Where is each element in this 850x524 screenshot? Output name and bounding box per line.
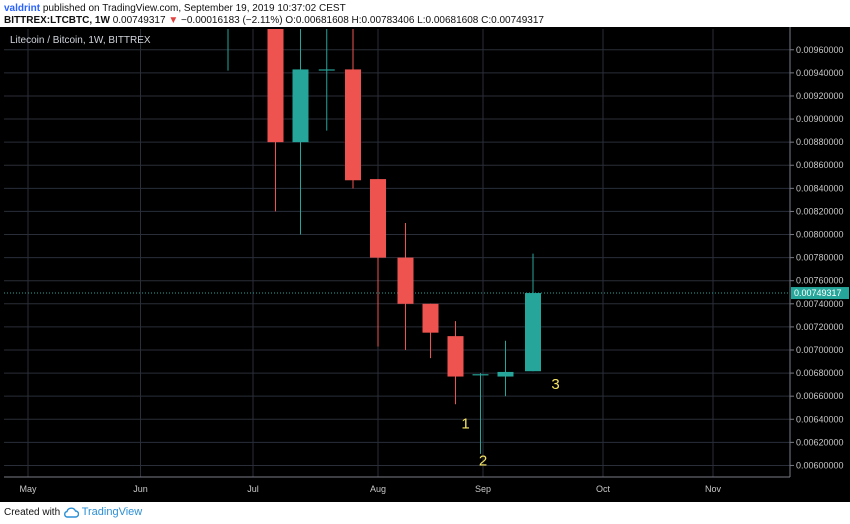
low-value: 0.00681608 bbox=[425, 15, 479, 26]
last-price-tag bbox=[791, 287, 849, 300]
x-tick-label: Oct bbox=[596, 484, 611, 494]
open-value: 0.00681608 bbox=[295, 15, 349, 26]
candle-body[interactable] bbox=[447, 336, 464, 377]
y-tick-label: 0.00800000 bbox=[796, 230, 844, 240]
quote-line: BITTREX:LTCBTC, 1W 0.00749317 ▼ −0.00016… bbox=[4, 15, 544, 27]
y-tick-label: 0.00760000 bbox=[796, 276, 844, 286]
candle-body[interactable] bbox=[318, 69, 335, 71]
high-label: H: bbox=[351, 15, 362, 26]
y-tick-label: 0.00740000 bbox=[796, 299, 844, 309]
y-tick-label: 0.00700000 bbox=[796, 345, 844, 355]
publish-line: valdrint published on TradingView.com, S… bbox=[4, 3, 346, 15]
candle-body[interactable] bbox=[422, 303, 439, 333]
tradingview-cloud-icon bbox=[63, 507, 79, 518]
candle-body[interactable] bbox=[472, 374, 489, 376]
annotation-label: 3 bbox=[551, 376, 559, 393]
candlestick-chart[interactable]: 0.00600000 0.00620000 0.00640000 0.00660000… bbox=[0, 27, 850, 502]
x-tick-label: Jul bbox=[247, 484, 259, 494]
y-tick-label: 0.00780000 bbox=[796, 253, 844, 263]
y-tick-label: 0.00640000 bbox=[796, 414, 844, 424]
chart-background bbox=[0, 27, 850, 502]
tradingview-logo-text[interactable]: TradingView bbox=[81, 506, 143, 518]
price-change: −0.00016183 (−2.11%) bbox=[181, 15, 283, 26]
y-tick-label: 0.00820000 bbox=[796, 206, 844, 216]
y-tick-label: 0.00620000 bbox=[796, 437, 844, 447]
candle-body[interactable] bbox=[497, 371, 514, 377]
author-link[interactable]: valdrint bbox=[4, 3, 41, 14]
last-price: 0.00749317 bbox=[112, 15, 166, 26]
candle-body[interactable] bbox=[267, 27, 284, 143]
y-tick-label: 0.00960000 bbox=[796, 45, 844, 55]
down-arrow-icon: ▼ bbox=[168, 15, 179, 26]
candle-body[interactable] bbox=[370, 179, 386, 258]
y-tick-label: 0.00600000 bbox=[796, 460, 844, 470]
y-tick-label: 0.00940000 bbox=[796, 68, 844, 78]
symbol-label: BITTREX:LTCBTC, 1W bbox=[4, 15, 110, 26]
y-tick-label: 0.00920000 bbox=[796, 91, 844, 101]
chart-title: Litecoin / Bitcoin, 1W, BITTREX bbox=[10, 35, 151, 46]
candle-body[interactable] bbox=[397, 257, 414, 304]
close-label: C: bbox=[481, 15, 492, 26]
high-value: 0.00783406 bbox=[361, 15, 415, 26]
y-tick-label: 0.00900000 bbox=[796, 114, 844, 124]
x-tick-label: May bbox=[19, 484, 37, 494]
candle-body[interactable] bbox=[292, 69, 309, 143]
y-tick-label: 0.00840000 bbox=[796, 183, 844, 193]
annotation-label: 2 bbox=[479, 452, 487, 469]
candle-body[interactable] bbox=[345, 69, 361, 181]
y-tick-label: 0.00880000 bbox=[796, 137, 844, 147]
y-tick-label: 0.00720000 bbox=[796, 322, 844, 332]
y-tick-label: 0.00680000 bbox=[796, 368, 844, 378]
x-tick-label: Aug bbox=[370, 484, 386, 494]
open-label: O: bbox=[285, 15, 296, 26]
x-tick-label: Nov bbox=[705, 484, 722, 494]
x-tick-label: Jun bbox=[133, 484, 148, 494]
y-tick-label: 0.00660000 bbox=[796, 391, 844, 401]
last-price-tag-label: 0.00749317 bbox=[794, 288, 842, 298]
x-tick-label: Sep bbox=[475, 484, 491, 494]
close-value: 0.00749317 bbox=[491, 15, 544, 26]
publish-info: published on TradingView.com, September … bbox=[42, 3, 346, 14]
low-label: L: bbox=[417, 15, 426, 26]
annotation-label: 1 bbox=[461, 416, 469, 433]
created-with-label: Created with bbox=[4, 507, 61, 518]
y-tick-label: 0.00860000 bbox=[796, 160, 844, 170]
candle-body[interactable] bbox=[525, 293, 541, 372]
footer: Created with TradingView bbox=[4, 506, 142, 518]
